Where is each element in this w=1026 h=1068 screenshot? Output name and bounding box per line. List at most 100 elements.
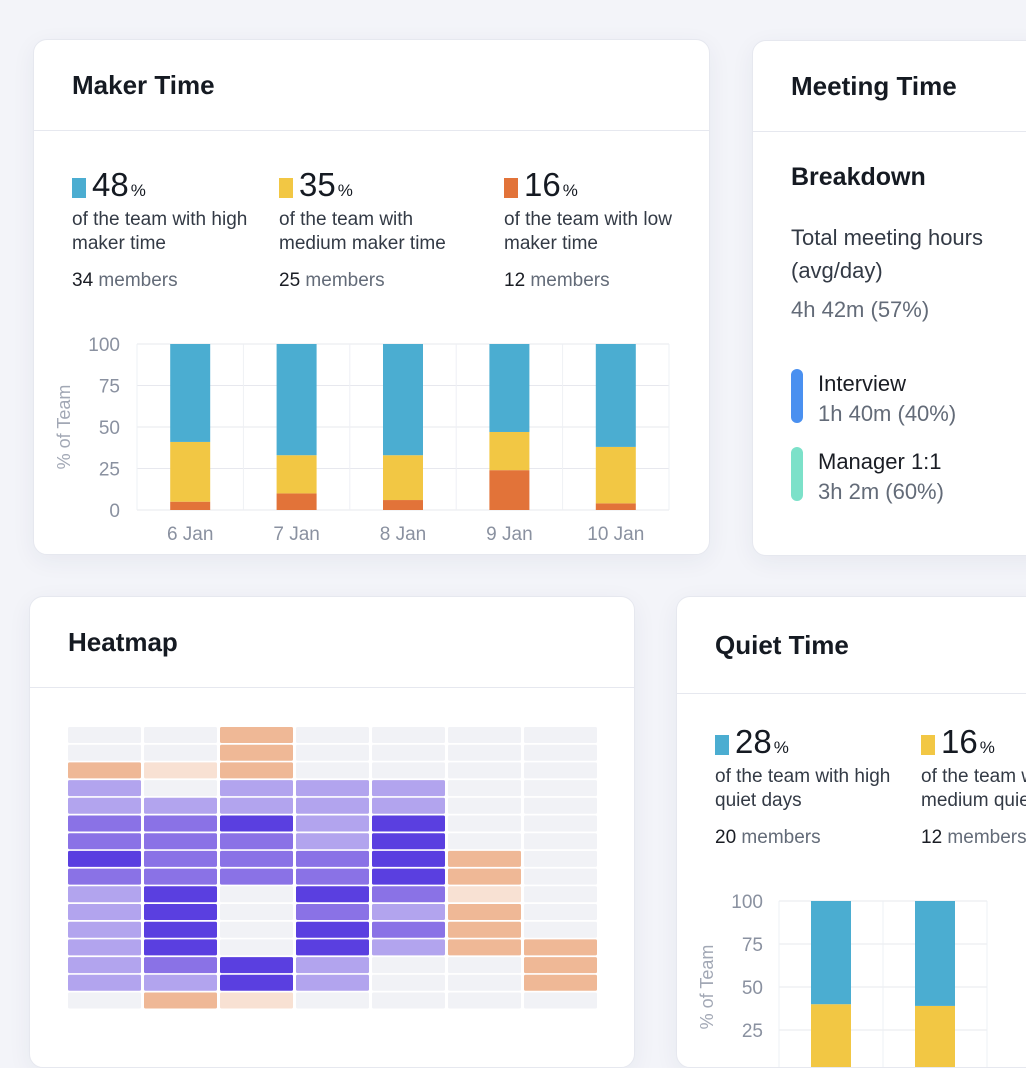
legend-value: 1h 40m (40%)	[818, 401, 957, 426]
heatmap-cell	[372, 992, 445, 1009]
heatmap-cell	[524, 974, 597, 991]
meeting-time-card: Meeting Time Breakdown Total meeting hou…	[752, 40, 1026, 556]
stat-percent-sign: %	[979, 738, 995, 757]
heatmap-cell	[296, 904, 369, 920]
stat-members: 12 members	[921, 827, 1026, 849]
maker-bar-segment	[595, 344, 636, 447]
maker-bar-segment	[276, 493, 317, 510]
heatmap-cell	[448, 939, 521, 956]
heatmap-cell	[68, 850, 141, 867]
stat-members: 12 members	[504, 270, 704, 292]
quiet-time-chart: 25 50 75 100 % of Team	[697, 892, 988, 1067]
stat-member-label: members	[947, 827, 1026, 848]
maker-bar-segment	[276, 344, 317, 456]
heatmap-cell	[448, 744, 521, 761]
heatmap-cell	[68, 904, 141, 920]
heatmap-cell	[68, 886, 141, 903]
heatmap-cell	[372, 939, 445, 956]
heatmap-cell	[372, 957, 445, 974]
heatmap-cell	[448, 850, 521, 867]
stat-member-count: 12	[504, 270, 526, 291]
heatmap-cell	[372, 974, 445, 991]
y-tick-label: 25	[742, 1021, 763, 1042]
manager-color-bar	[791, 447, 803, 501]
heatmap-cell	[524, 939, 597, 956]
heatmap-cell	[372, 744, 445, 761]
y-tick-label: 0	[109, 501, 120, 522]
stat-member-label: members	[305, 270, 385, 291]
heatmap-cell	[68, 762, 141, 779]
x-tick-label: 6 Jan	[167, 524, 213, 545]
high-swatch	[715, 735, 729, 755]
heatmap-cell	[144, 815, 217, 832]
maker-time-card: Maker Time 48 % of the team with high ma…	[33, 39, 710, 555]
heatmap-cell	[220, 762, 293, 779]
heatmap-cell	[296, 886, 369, 903]
heatmap-cell	[524, 833, 597, 850]
heatmap-cell	[372, 850, 445, 867]
heatmap-title: Heatmap	[30, 597, 634, 688]
quiet-bar-segment	[915, 901, 955, 1006]
heatmap-cell	[144, 727, 217, 743]
heatmap-cell	[372, 815, 445, 832]
heatmap-cell	[524, 797, 597, 814]
heatmap-cell	[524, 727, 597, 743]
quiet-time-card: Quiet Time 28 % of the team with high qu…	[676, 596, 1026, 1068]
heatmap-cell	[524, 850, 597, 867]
maker-bar-segment	[170, 344, 211, 442]
maker-stat-medium: 35 % of the team with medium maker time …	[279, 166, 479, 292]
maker-time-title: Maker Time	[34, 40, 709, 131]
legend-interview: Interview 1h 40m (40%)	[791, 369, 956, 429]
heatmap-cell	[144, 833, 217, 850]
heatmap-cell	[144, 939, 217, 956]
heatmap-cell	[296, 974, 369, 991]
maker-time-chart: 0 25 50 75 100 % of Team 6 Jan 7 Jan 8 Jan 9 Jan 1…	[54, 335, 670, 545]
stat-description: of the team with low maker time	[504, 209, 672, 254]
heatmap-cell	[372, 780, 445, 797]
heatmap-cell	[448, 780, 521, 797]
stat-member-count: 20	[715, 827, 737, 848]
maker-bar-segment	[489, 470, 530, 510]
heatmap-cell	[524, 957, 597, 974]
y-tick-label: 100	[88, 335, 120, 356]
heatmap-cell	[68, 939, 141, 956]
total-meeting-label: Total meeting hours (avg/day)	[791, 225, 983, 283]
heatmap-cell	[448, 904, 521, 920]
stat-percent: 35	[299, 166, 336, 203]
y-tick-label: 50	[99, 418, 120, 439]
stat-percent: 28	[735, 723, 772, 760]
heatmap-cell	[448, 886, 521, 903]
y-axis-label: % of Team	[54, 385, 74, 470]
y-tick-label: 75	[99, 377, 120, 398]
heatmap-cell	[220, 780, 293, 797]
stat-percent: 48	[92, 166, 129, 203]
maker-bar-segment	[170, 441, 211, 502]
heatmap-cell	[524, 904, 597, 920]
legend-label: Interview	[818, 371, 907, 396]
stat-percent: 16	[941, 723, 978, 760]
heatmap-cell	[144, 868, 217, 885]
y-axis-label: % of Team	[697, 945, 717, 1030]
legend-label: Manager 1:1	[818, 449, 942, 474]
heatmap-cell	[524, 886, 597, 903]
stat-members: 25 members	[279, 270, 479, 292]
stat-percent-sign: %	[130, 181, 146, 200]
heatmap-grid	[68, 727, 597, 1009]
quiet-bar-segment	[915, 1005, 955, 1067]
heatmap-cell	[524, 921, 597, 938]
heatmap-cell	[372, 833, 445, 850]
heatmap-cell	[220, 886, 293, 903]
breakdown-heading: Breakdown	[791, 163, 926, 191]
heatmap-cell	[372, 904, 445, 920]
heatmap-cell	[524, 992, 597, 1009]
maker-bar-segment	[170, 501, 211, 510]
stat-member-label: members	[98, 270, 178, 291]
heatmap-cell	[144, 957, 217, 974]
heatmap-cell	[296, 744, 369, 761]
stat-members: 34 members	[72, 270, 272, 292]
heatmap-cell	[372, 886, 445, 903]
interview-color-bar	[791, 369, 803, 423]
y-tick-label: 50	[742, 978, 763, 999]
high-swatch	[72, 178, 86, 198]
heatmap-cell	[296, 957, 369, 974]
